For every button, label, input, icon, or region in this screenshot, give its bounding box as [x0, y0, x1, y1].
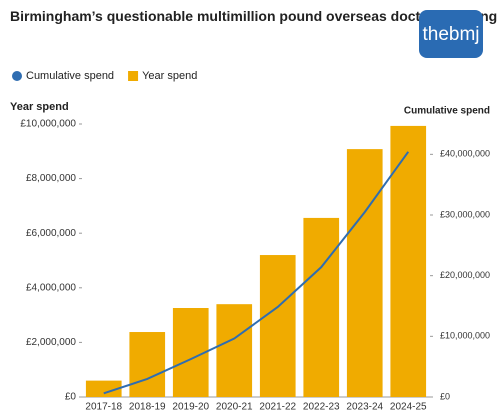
y-tick-label: £10,000,000 [20, 119, 76, 130]
bar [129, 332, 166, 397]
y2-tick-label: £10,000,000 [440, 331, 490, 341]
y2-tick-label: £30,000,000 [440, 209, 490, 219]
logo-box [419, 10, 483, 58]
x-tick-label: 2019-20 [172, 402, 209, 413]
y2-tick-label: £40,000,000 [440, 149, 490, 159]
y2-tick-label: £0 [440, 391, 450, 401]
x-tick-label: 2021-22 [259, 402, 296, 413]
legend-label: Year spend [142, 70, 197, 82]
y-tick-label: £8,000,000 [26, 173, 76, 184]
line [103, 151, 410, 395]
logo: thebmj [422, 24, 479, 45]
x-tick-label: 2017-18 [85, 402, 122, 413]
bar [346, 149, 383, 397]
bar [216, 304, 253, 397]
y2-axis-label: Cumulative spend [404, 106, 490, 117]
x-tick-label: 2023-24 [346, 402, 383, 413]
bar [390, 125, 427, 397]
legend-label: Cumulative spend [26, 70, 114, 82]
y-tick-label: £4,000,000 [26, 282, 76, 293]
x-tick-label: 2022-23 [303, 402, 340, 413]
bar [303, 217, 340, 397]
legend-swatch [128, 71, 139, 81]
x-tick-label: 2018-19 [129, 402, 166, 413]
bar [259, 255, 296, 397]
legend-swatch [12, 71, 22, 81]
x-tick-label: 2020-21 [216, 402, 253, 413]
y-axis-label: Year spend [10, 101, 69, 113]
y-tick-label: £6,000,000 [26, 228, 76, 239]
y2-tick-label: £20,000,000 [440, 270, 490, 280]
chart-title: Birmingham’s questionable multimillion p… [10, 8, 500, 24]
bar [85, 380, 122, 397]
x-tick-label: 2024-25 [390, 402, 427, 413]
y-tick-label: £2,000,000 [26, 337, 76, 348]
y-tick-label: £0 [65, 392, 77, 403]
